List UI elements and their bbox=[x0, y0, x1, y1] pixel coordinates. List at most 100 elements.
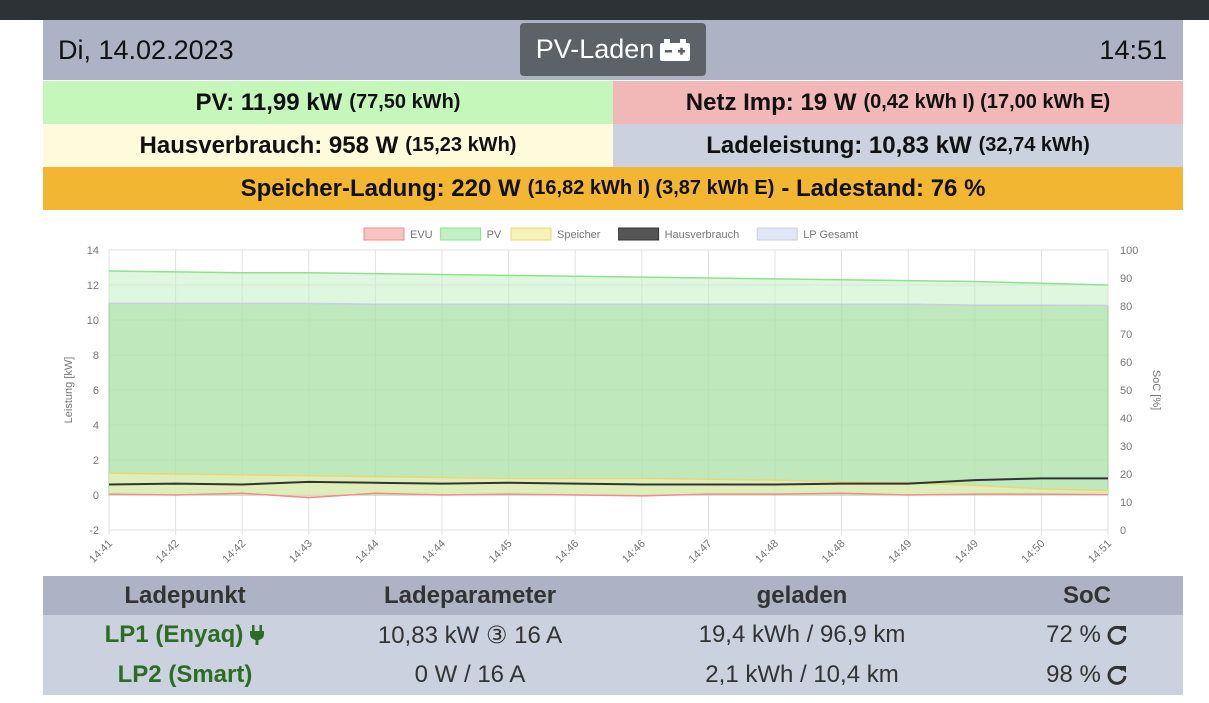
y-tick-label: 4 bbox=[93, 420, 99, 432]
y-tick-label: 6 bbox=[93, 385, 99, 397]
y-tick-label: 0 bbox=[93, 490, 99, 502]
charge-mode-button[interactable]: PV-Laden bbox=[520, 23, 706, 76]
charging-power: Ladeleistung: 10,83 kW bbox=[706, 131, 972, 159]
lp1-name-button[interactable]: LP1 (Enyaq) bbox=[43, 615, 327, 655]
time-label: 14:51 bbox=[1099, 35, 1167, 65]
y2-tick-label: 70 bbox=[1120, 329, 1132, 341]
lp1-params: 10,83 kW ③ 16 A bbox=[377, 621, 563, 649]
charge-mode-label: PV-Laden bbox=[535, 34, 655, 64]
y2-tick-label: 30 bbox=[1120, 441, 1132, 453]
legend-swatch-evu bbox=[363, 227, 405, 241]
battery-energy: (16,82 kWh I) (3,87 kWh E) bbox=[527, 177, 775, 199]
x-tick-label: 14:48 bbox=[753, 538, 781, 566]
legend-label: Speicher bbox=[557, 229, 601, 241]
chart-x-axis: 14:41 14:42 14:42 14:43 14:44 14:44 14:45 14:46… bbox=[87, 538, 1114, 566]
charge-point-table: Ladepunkt Ladeparameter geladen SoC LP1 … bbox=[43, 576, 1183, 695]
x-tick-label: 14:48 bbox=[820, 538, 848, 566]
date-label: Di, 14.02.2023 bbox=[58, 35, 234, 65]
grid-energy: (0,42 kWh I) (17,00 kWh E) bbox=[863, 91, 1111, 113]
summary-row-1: PV: 11,99 kW (77,50 kWh) Netz Imp: 19 W … bbox=[43, 81, 1183, 124]
refresh-icon[interactable] bbox=[1106, 624, 1128, 646]
y2-tick-label: 100 bbox=[1120, 245, 1138, 257]
y-tick-label: 2 bbox=[93, 455, 99, 467]
power-chart: EVU PV Speicher Hausverbrauch LP Gesamt -2 0 2… bbox=[63, 227, 1162, 566]
y-tick-label: 12 bbox=[87, 280, 99, 292]
header-soc: SoC bbox=[1063, 581, 1111, 609]
legend-label: Hausverbrauch bbox=[665, 229, 740, 241]
y2-tick-label: 0 bbox=[1120, 525, 1126, 537]
table-row: LP1 (Enyaq) 10,83 kW ③ 16 A 19,4 kWh / 9… bbox=[43, 615, 1183, 655]
series-line-evu bbox=[108, 492, 1109, 499]
charging-energy: (32,74 kWh) bbox=[978, 134, 1090, 156]
chart-y-axis: -2 0 2 4 6 8 10 12 14 bbox=[87, 245, 99, 537]
lp2-params: 0 W / 16 A bbox=[414, 661, 526, 688]
lp1-charged: 19,4 kWh / 96,9 km bbox=[698, 621, 906, 648]
battery-summary: Speicher-Ladung: 220 W (16,82 kWh I) (3,… bbox=[43, 167, 1183, 210]
house-energy: (15,23 kWh) bbox=[405, 134, 517, 156]
grid-summary: Netz Imp: 19 W (0,42 kWh I) (17,00 kWh E… bbox=[613, 81, 1183, 124]
battery-power: Speicher-Ladung: 220 W bbox=[240, 174, 521, 202]
y2-tick-label: 80 bbox=[1120, 301, 1132, 313]
grid-power: Netz Imp: 19 W bbox=[685, 88, 857, 116]
y-tick-label: -2 bbox=[89, 525, 99, 537]
series-line-lp-gesamt bbox=[109, 302, 1109, 307]
refresh-icon[interactable] bbox=[1106, 664, 1128, 686]
x-tick-label: 14:41 bbox=[87, 538, 115, 566]
y2-tick-label: 10 bbox=[1120, 497, 1132, 509]
pv-energy: (77,50 kWh) bbox=[349, 91, 461, 113]
legend-swatch-pv bbox=[440, 227, 482, 241]
plug-icon bbox=[250, 625, 265, 645]
y2-tick-label: 20 bbox=[1120, 469, 1132, 481]
lp2-charged: 2,1 kWh / 10,4 km bbox=[705, 661, 899, 688]
chart-y2-axis: 0 10 20 30 40 50 60 70 80 90 100 bbox=[1120, 245, 1138, 537]
x-tick-label: 14:49 bbox=[886, 538, 914, 566]
legend-label: PV bbox=[487, 229, 502, 241]
y-axis-label: Leistung [kW] bbox=[63, 357, 75, 424]
battery-summary-content: Speicher-Ladung: 220 W (16,82 kWh I) (3,… bbox=[43, 167, 1183, 210]
lp2-name: LP2 (Smart) bbox=[117, 661, 253, 688]
legend-swatch-lp-gesamt bbox=[756, 227, 798, 241]
legend-label: EVU bbox=[410, 229, 433, 241]
y2-tick-label: 60 bbox=[1120, 357, 1132, 369]
y-tick-label: 14 bbox=[87, 245, 99, 257]
battery-soc: - Ladestand: 76 % bbox=[781, 174, 986, 202]
header-geladen: geladen bbox=[756, 581, 848, 609]
house-power: Hausverbrauch: 958 W bbox=[139, 131, 399, 159]
header-bar: Di, 14.02.2023 PV-Laden 14:51 bbox=[43, 20, 1183, 80]
x-tick-label: 14:45 bbox=[487, 538, 515, 566]
header-ladeparameter: Ladeparameter bbox=[383, 581, 557, 609]
x-tick-label: 14:50 bbox=[1020, 538, 1048, 566]
top-bar bbox=[0, 0, 1209, 20]
y2-tick-label: 40 bbox=[1120, 413, 1132, 425]
series-line-speicher bbox=[108, 472, 1109, 492]
battery-plus-icon bbox=[660, 38, 691, 61]
table-body: LP1 (Enyaq) 10,83 kW ③ 16 A 19,4 kWh / 9… bbox=[43, 615, 1183, 695]
x-tick-label: 14:46 bbox=[620, 538, 648, 566]
lp2-soc: 98 % bbox=[991, 655, 1183, 695]
chart-legend: EVU PV Speicher Hausverbrauch LP Gesamt bbox=[363, 227, 858, 241]
series-line-hausverbrauch bbox=[108, 477, 1108, 486]
pv-power: PV: 11,99 kW bbox=[195, 88, 343, 116]
legend-swatch-speicher bbox=[510, 227, 552, 241]
pv-summary: PV: 11,99 kW (77,50 kWh) bbox=[43, 81, 613, 124]
y2-tick-label: 50 bbox=[1120, 385, 1132, 397]
legend-label: LP Gesamt bbox=[803, 229, 858, 241]
table-header: Ladepunkt Ladeparameter geladen SoC bbox=[43, 576, 1183, 615]
x-tick-label: 14:44 bbox=[354, 538, 382, 566]
series-line-pv bbox=[108, 270, 1109, 286]
lp1-soc: 72 % bbox=[991, 615, 1183, 655]
lp1-soc-value: 72 % bbox=[1046, 621, 1101, 648]
header-ladepunkt: Ladepunkt bbox=[124, 581, 246, 609]
x-tick-label: 14:44 bbox=[420, 538, 448, 566]
y-tick-label: 10 bbox=[87, 315, 99, 327]
x-tick-label: 14:51 bbox=[1086, 538, 1114, 566]
y-tick-label: 8 bbox=[93, 350, 99, 362]
x-tick-label: 14:49 bbox=[953, 538, 981, 566]
x-tick-label: 14:42 bbox=[220, 538, 248, 566]
table-row: LP2 (Smart) 0 W / 16 A 2,1 kWh / 10,4 km… bbox=[43, 655, 1183, 695]
house-summary: Hausverbrauch: 958 W (15,23 kWh) bbox=[43, 124, 613, 167]
lp2-soc-value: 98 % bbox=[1046, 661, 1101, 688]
lp2-name-button[interactable]: LP2 (Smart) bbox=[43, 655, 327, 695]
summary-row-2: Hausverbrauch: 958 W (15,23 kWh) Ladelei… bbox=[43, 124, 1183, 167]
charging-summary: Ladeleistung: 10,83 kW (32,74 kWh) bbox=[613, 124, 1183, 167]
